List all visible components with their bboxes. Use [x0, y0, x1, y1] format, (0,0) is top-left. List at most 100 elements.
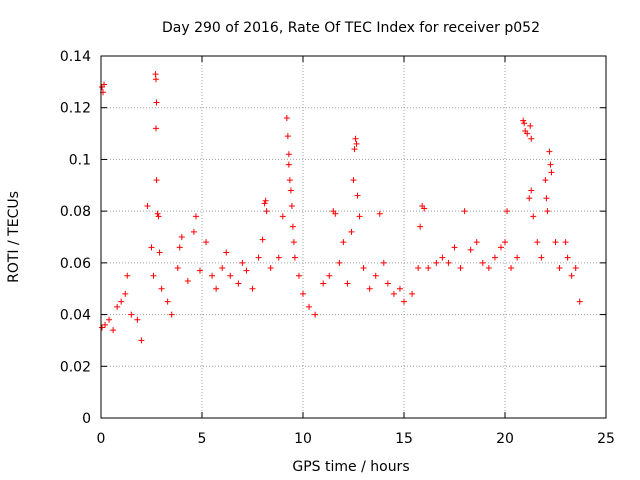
data-point	[148, 244, 155, 251]
data-point	[502, 239, 508, 246]
data-point	[239, 259, 246, 266]
data-point	[360, 265, 367, 272]
data-point	[344, 280, 351, 287]
data-point	[421, 205, 428, 212]
data-point	[348, 228, 355, 235]
data-point	[526, 195, 533, 202]
data-point	[168, 311, 175, 318]
plot-frame	[100, 55, 607, 419]
data-point	[384, 280, 391, 287]
data-point	[340, 239, 347, 246]
y-tick-label: 0	[82, 411, 91, 427]
data-point	[176, 244, 183, 251]
data-point	[461, 208, 468, 215]
data-point	[576, 298, 583, 305]
data-point	[415, 265, 422, 272]
data-point	[546, 148, 553, 155]
data-point	[524, 130, 531, 137]
data-point	[396, 285, 403, 292]
data-point	[350, 177, 357, 184]
data-point	[409, 290, 416, 297]
data-point	[102, 321, 109, 328]
x-axis-label: GPS time / hours	[292, 459, 409, 475]
data-point	[249, 285, 256, 292]
data-point	[295, 272, 302, 279]
data-point	[548, 169, 555, 176]
data-point	[352, 135, 359, 142]
data-point	[497, 244, 504, 251]
data-point	[285, 151, 292, 158]
y-tick-label: 0.1	[69, 152, 91, 168]
data-point	[544, 208, 551, 215]
data-point	[445, 259, 452, 266]
data-point	[128, 311, 135, 318]
data-point	[451, 244, 458, 251]
data-point	[306, 303, 313, 310]
y-tick-label: 0.08	[60, 204, 91, 220]
data-point	[158, 285, 165, 292]
data-point	[491, 254, 498, 261]
data-point	[336, 259, 343, 266]
y-tick-label: 0.04	[60, 308, 91, 324]
data-point	[156, 249, 163, 256]
chart-title: Day 290 of 2016, Rate Of TEC Index for r…	[162, 20, 540, 36]
data-point	[485, 265, 492, 272]
y-tick-label: 0.14	[60, 49, 91, 65]
data-point	[178, 234, 185, 240]
y-tick-label: 0.12	[60, 101, 91, 117]
data-point	[467, 246, 474, 253]
data-point	[152, 125, 159, 132]
data-point	[534, 239, 541, 246]
x-tick-label: 10	[294, 431, 312, 447]
data-point	[286, 177, 293, 184]
data-point	[153, 177, 160, 184]
data-point	[572, 265, 579, 272]
data-point	[106, 316, 113, 323]
data-point	[433, 259, 440, 266]
data-point	[564, 254, 571, 261]
data-point	[153, 99, 160, 106]
data-point	[144, 202, 151, 209]
data-point	[372, 272, 379, 279]
data-point	[312, 311, 319, 318]
data-point	[285, 161, 292, 168]
data-point	[150, 272, 157, 279]
data-point	[473, 239, 480, 246]
data-point	[288, 202, 295, 209]
data-point	[530, 213, 537, 220]
data-point	[425, 265, 432, 272]
y-axis-label: ROTI / TECUs	[6, 191, 22, 283]
data-point	[284, 133, 291, 140]
y-tick-label: 0.02	[60, 359, 91, 375]
data-point	[134, 316, 141, 323]
data-point	[219, 265, 226, 272]
data-point	[235, 280, 242, 287]
data-point	[401, 298, 407, 305]
data-point	[527, 122, 534, 129]
data-point	[209, 272, 216, 279]
x-tick-label: 5	[198, 431, 207, 447]
data-point	[275, 254, 282, 261]
data-point	[547, 161, 554, 168]
data-point	[520, 117, 527, 124]
data-point	[287, 187, 294, 194]
data-point	[457, 265, 464, 272]
data-point	[291, 254, 298, 261]
data-point	[542, 177, 549, 184]
data-point	[203, 239, 210, 246]
grid-lines	[101, 56, 606, 418]
y-tick-label: 0.06	[60, 256, 91, 272]
x-tick-label: 15	[395, 431, 413, 447]
data-point	[380, 259, 387, 266]
data-point	[552, 239, 559, 246]
x-tick-label: 25	[597, 431, 615, 447]
data-point	[543, 195, 550, 202]
data-point	[538, 254, 545, 261]
data-point	[101, 81, 108, 88]
data-point	[366, 285, 373, 292]
data-point	[223, 249, 230, 256]
data-point	[184, 277, 191, 284]
data-point	[556, 265, 563, 272]
data-point	[289, 223, 296, 230]
